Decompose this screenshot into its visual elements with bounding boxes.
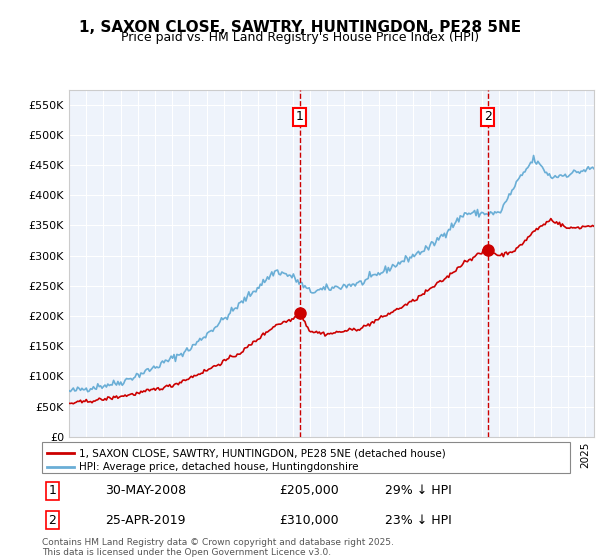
Text: 30-MAY-2008: 30-MAY-2008 [106, 484, 187, 497]
Text: 1: 1 [296, 110, 304, 123]
Text: 25-APR-2019: 25-APR-2019 [106, 514, 186, 526]
Text: £205,000: £205,000 [280, 484, 340, 497]
Text: 1, SAXON CLOSE, SAWTRY, HUNTINGDON, PE28 5NE (detached house): 1, SAXON CLOSE, SAWTRY, HUNTINGDON, PE28… [79, 448, 446, 458]
Text: HPI: Average price, detached house, Huntingdonshire: HPI: Average price, detached house, Hunt… [79, 462, 358, 472]
Text: Contains HM Land Registry data © Crown copyright and database right 2025.
This d: Contains HM Land Registry data © Crown c… [42, 538, 394, 557]
Text: Price paid vs. HM Land Registry's House Price Index (HPI): Price paid vs. HM Land Registry's House … [121, 31, 479, 44]
Text: £310,000: £310,000 [280, 514, 339, 526]
Text: 29% ↓ HPI: 29% ↓ HPI [385, 484, 452, 497]
Text: 1, SAXON CLOSE, SAWTRY, HUNTINGDON, PE28 5NE: 1, SAXON CLOSE, SAWTRY, HUNTINGDON, PE28… [79, 20, 521, 35]
Text: 2: 2 [484, 110, 491, 123]
Text: 2: 2 [49, 514, 56, 526]
FancyBboxPatch shape [42, 442, 570, 473]
Text: 23% ↓ HPI: 23% ↓ HPI [385, 514, 452, 526]
Text: 1: 1 [49, 484, 56, 497]
